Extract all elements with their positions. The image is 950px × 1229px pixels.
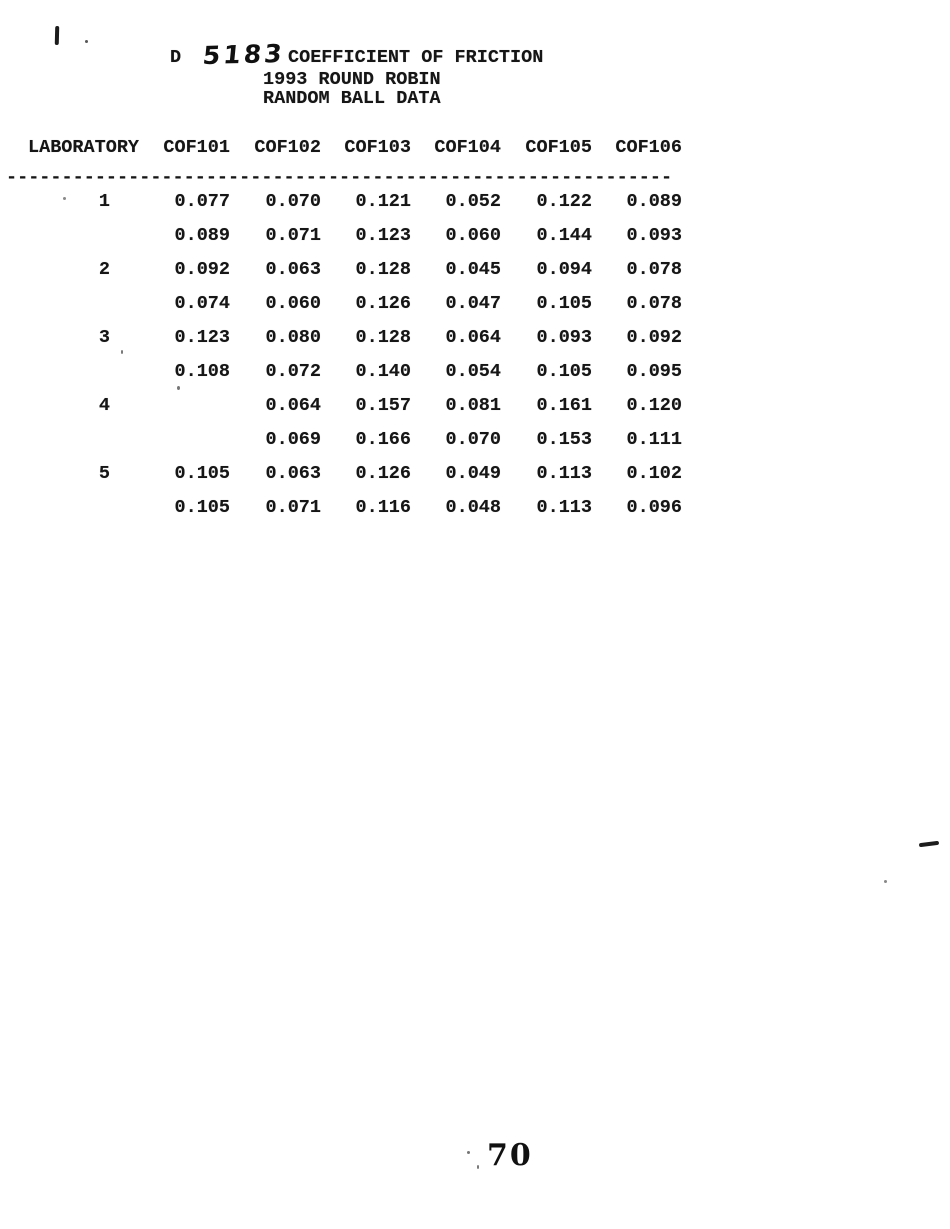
value-cell: 0.064 [265,395,321,416]
value-cell: 0.126 [355,463,411,484]
column-header-laboratory: LABORATORY [28,137,140,158]
value-cell: 0.078 [626,259,682,280]
value-cell: 0.105 [174,497,230,518]
column-header-cof102: COF102 [254,137,321,158]
value-cell: 0.074 [174,293,230,314]
value-cell: 0.054 [445,361,501,382]
value-cell: 0.123 [174,327,230,348]
value-cell: 0.063 [265,463,321,484]
value-cell: 0.144 [536,225,592,246]
value-cell: 0.070 [265,191,321,212]
scan-speck [477,1165,479,1169]
value-cell: 0.077 [174,191,230,212]
table-row: 0.074 0.060 0.126 0.047 0.105 0.078 [6,293,682,327]
scan-artifact-dash [918,840,940,848]
scan-speck [63,197,66,200]
value-cell: 0.064 [445,327,501,348]
table-body: 1 0.077 0.070 0.121 0.052 0.122 0.089 0.089 0.07… [6,191,682,531]
value-cell: 0.105 [536,361,592,382]
value-cell: 0.069 [265,429,321,450]
value-cell: 0.120 [626,395,682,416]
value-cell: 0.096 [626,497,682,518]
value-cell: 0.092 [626,327,682,348]
laboratory-cell: 2 [98,259,110,280]
table-row: 0.089 0.071 0.123 0.060 0.144 0.093 [6,225,682,259]
value-cell: 0.080 [265,327,321,348]
value-cell: 0.113 [536,497,592,518]
scan-artifact-bar [54,25,60,46]
laboratory-cell: 5 [98,463,110,484]
value-cell: 0.049 [445,463,501,484]
title-line-2: 1993 ROUND ROBIN [263,69,441,90]
stray-period-mark: . [268,47,280,68]
value-cell: 0.153 [536,429,592,450]
laboratory-cell: 1 [98,191,110,212]
value-cell: 0.105 [174,463,230,484]
value-cell: 0.105 [536,293,592,314]
value-cell: 0.157 [355,395,411,416]
value-cell: 0.116 [355,497,411,518]
table-header-row: LABORATORY COF101 COF102 COF103 COF104 C… [6,137,682,158]
value-cell: 0.094 [536,259,592,280]
table-row: 0.105 0.071 0.116 0.048 0.113 0.096 [6,497,682,531]
table-row: 2 0.092 0.063 0.128 0.045 0.094 0.078 [6,259,682,293]
standard-prefix: D [170,47,182,68]
value-cell: 0.072 [265,361,321,382]
value-cell: 0.123 [355,225,411,246]
scan-speck [85,40,88,43]
laboratory-cell: 3 [98,327,110,348]
value-cell: 0.111 [626,429,682,450]
value-cell: 0.166 [355,429,411,450]
table-row: 5 0.105 0.063 0.126 0.049 0.113 0.102 [6,463,682,497]
value-cell: 0.126 [355,293,411,314]
value-cell: 0.093 [626,225,682,246]
value-cell: 0.128 [355,259,411,280]
column-header-cof103: COF103 [344,137,411,158]
value-cell: 0.071 [265,225,321,246]
table-separator-line: ----------------------------------------… [6,167,673,188]
value-cell: 0.089 [174,225,230,246]
column-header-cof106: COF106 [615,137,682,158]
value-cell: 0.081 [445,395,501,416]
value-cell: 0.047 [445,293,501,314]
column-header-cof104: COF104 [434,137,501,158]
scan-speck [884,880,887,883]
table-row: 0.108 0.072 0.140 0.054 0.105 0.095 [6,361,682,395]
scan-speck [467,1151,470,1154]
value-cell: 0.128 [355,327,411,348]
value-cell: 0.063 [265,259,321,280]
value-cell: 0.113 [536,463,592,484]
table-row: 1 0.077 0.070 0.121 0.052 0.122 0.089 [6,191,682,225]
value-cell: 0.078 [626,293,682,314]
value-cell: 0.095 [626,361,682,382]
table-row: 3 0.123 0.080 0.128 0.064 0.093 0.092 [6,327,682,361]
value-cell: 0.048 [445,497,501,518]
column-header-cof105: COF105 [525,137,592,158]
value-cell: 0.121 [355,191,411,212]
scan-speck [177,386,180,390]
title-line-1: COEFFICIENT OF FRICTION [288,47,544,68]
page-number: 70 [487,1138,533,1173]
scan-speck [121,350,123,354]
value-cell: 0.108 [174,361,230,382]
value-cell: 0.161 [536,395,592,416]
value-cell: 0.122 [536,191,592,212]
column-header-cof101: COF101 [163,137,230,158]
value-cell: 0.089 [626,191,682,212]
value-cell: 0.060 [265,293,321,314]
laboratory-cell: 4 [98,395,110,416]
table-row: 4 0.064 0.157 0.081 0.161 0.120 [6,395,682,429]
value-cell: 0.140 [355,361,411,382]
value-cell: 0.070 [445,429,501,450]
value-cell: 0.093 [536,327,592,348]
value-cell: 0.045 [445,259,501,280]
value-cell: 0.092 [174,259,230,280]
table-row: 0.069 0.166 0.070 0.153 0.111 [6,429,682,463]
value-cell: 0.052 [445,191,501,212]
value-cell: 0.060 [445,225,501,246]
value-cell: 0.071 [265,497,321,518]
value-cell: 0.102 [626,463,682,484]
title-line-3: RANDOM BALL DATA [263,88,441,109]
